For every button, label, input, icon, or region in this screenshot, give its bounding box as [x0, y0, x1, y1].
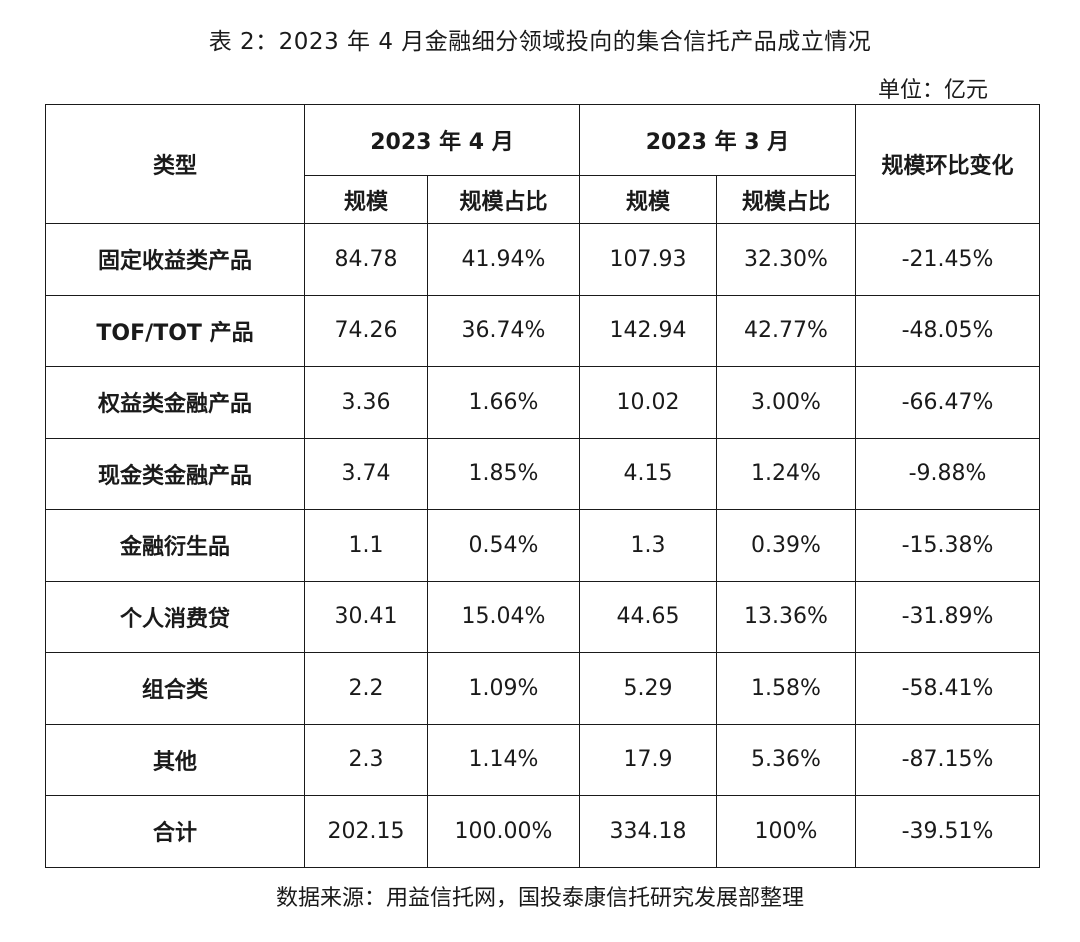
cell-type: 金融衍生品	[45, 509, 305, 582]
header-april-share: 规模占比	[427, 175, 580, 224]
cell-change: -15.38%	[855, 509, 1040, 582]
cell-march-scale: 5.29	[579, 652, 717, 725]
cell-march-share: 5.36%	[716, 723, 856, 796]
cell-change: -9.88%	[855, 437, 1040, 510]
cell-march-share: 100%	[716, 795, 856, 868]
cell-april-scale: 202.15	[304, 795, 428, 868]
cell-april-scale: 2.2	[304, 652, 428, 725]
data-table: 类型 2023 年 4 月 2023 年 3 月 规模环比变化 规模 规模占比 …	[45, 104, 1040, 868]
table-title: 表 2：2023 年 4 月金融细分领域投向的集合信托产品成立情况	[208, 29, 872, 55]
table-row: TOF/TOT 产品 74.26 36.74% 142.94 42.77% -48.05%	[45, 294, 1040, 367]
cell-march-share: 32.30%	[716, 223, 856, 296]
source-note: 数据来源：用益信托网，国投泰康信托研究发展部整理	[275, 886, 804, 911]
cell-change: -58.41%	[855, 652, 1040, 725]
cell-type: 其他	[45, 723, 305, 796]
cell-april-scale: 2.3	[304, 723, 428, 796]
cell-april-share: 1.85%	[427, 437, 580, 510]
table-row: 合计 202.15 100.00% 334.18 100% -39.51%	[45, 795, 1040, 868]
cell-april-scale: 84.78	[304, 223, 428, 296]
cell-april-share: 41.94%	[427, 223, 580, 296]
cell-march-share: 13.36%	[716, 580, 856, 653]
cell-change: -39.51%	[855, 795, 1040, 868]
unit-label: 单位：亿元	[877, 78, 988, 103]
cell-type: 固定收益类产品	[45, 223, 305, 296]
header-april-scale: 规模	[304, 175, 428, 224]
cell-march-share: 42.77%	[716, 294, 856, 367]
cell-type: 权益类金融产品	[45, 366, 305, 439]
cell-april-share: 100.00%	[427, 795, 580, 868]
cell-april-scale: 1.1	[304, 509, 428, 582]
cell-march-scale: 142.94	[579, 294, 717, 367]
cell-april-share: 15.04%	[427, 580, 580, 653]
cell-change: -31.89%	[855, 580, 1040, 653]
table-row: 现金类金融产品 3.74 1.85% 4.15 1.24% -9.88%	[45, 437, 1040, 510]
table-row: 金融衍生品 1.1 0.54% 1.3 0.39% -15.38%	[45, 509, 1040, 582]
cell-march-share: 1.58%	[716, 652, 856, 725]
table-row: 组合类 2.2 1.09% 5.29 1.58% -58.41%	[45, 652, 1040, 725]
cell-march-share: 0.39%	[716, 509, 856, 582]
table-body: 固定收益类产品 84.78 41.94% 107.93 32.30% -21.45% TOF…	[45, 223, 1040, 868]
cell-april-scale: 3.74	[304, 437, 428, 510]
header-march-share: 规模占比	[716, 175, 856, 224]
cell-march-scale: 44.65	[579, 580, 717, 653]
cell-april-scale: 74.26	[304, 294, 428, 367]
header-change: 规模环比变化	[855, 104, 1040, 224]
cell-april-scale: 3.36	[304, 366, 428, 439]
cell-april-share: 0.54%	[427, 509, 580, 582]
cell-change: -21.45%	[855, 223, 1040, 296]
cell-april-share: 36.74%	[427, 294, 580, 367]
cell-april-share: 1.09%	[427, 652, 580, 725]
header-march-scale: 规模	[579, 175, 717, 224]
cell-march-scale: 17.9	[579, 723, 717, 796]
table-row: 其他 2.3 1.14% 17.9 5.36% -87.15%	[45, 723, 1040, 796]
cell-change: -48.05%	[855, 294, 1040, 367]
cell-march-scale: 107.93	[579, 223, 717, 296]
cell-type: TOF/TOT 产品	[45, 294, 305, 367]
cell-type: 个人消费贷	[45, 580, 305, 653]
cell-march-scale: 1.3	[579, 509, 717, 582]
cell-march-share: 3.00%	[716, 366, 856, 439]
cell-type: 组合类	[45, 652, 305, 725]
cell-march-scale: 10.02	[579, 366, 717, 439]
table-row: 个人消费贷 30.41 15.04% 44.65 13.36% -31.89%	[45, 580, 1040, 653]
cell-type: 合计	[45, 795, 305, 868]
cell-change: -87.15%	[855, 723, 1040, 796]
cell-april-scale: 30.41	[304, 580, 428, 653]
cell-type: 现金类金融产品	[45, 437, 305, 510]
header-row-top: 类型 2023 年 4 月 2023 年 3 月 规模环比变化	[45, 104, 1040, 224]
header-row-sub: 规模 规模占比 规模 规模占比	[46, 175, 1040, 224]
header-type: 类型	[45, 104, 305, 224]
table-row: 权益类金融产品 3.36 1.66% 10.02 3.00% -66.47%	[45, 366, 1040, 439]
cell-april-share: 1.14%	[427, 723, 580, 796]
header-april: 2023 年 4 月	[304, 104, 580, 176]
cell-march-share: 1.24%	[716, 437, 856, 510]
header-march: 2023 年 3 月	[579, 104, 856, 176]
cell-march-scale: 4.15	[579, 437, 717, 510]
cell-april-share: 1.66%	[427, 366, 580, 439]
cell-change: -66.47%	[855, 366, 1040, 439]
cell-march-scale: 334.18	[579, 795, 717, 868]
table-row: 固定收益类产品 84.78 41.94% 107.93 32.30% -21.45%	[45, 223, 1040, 296]
